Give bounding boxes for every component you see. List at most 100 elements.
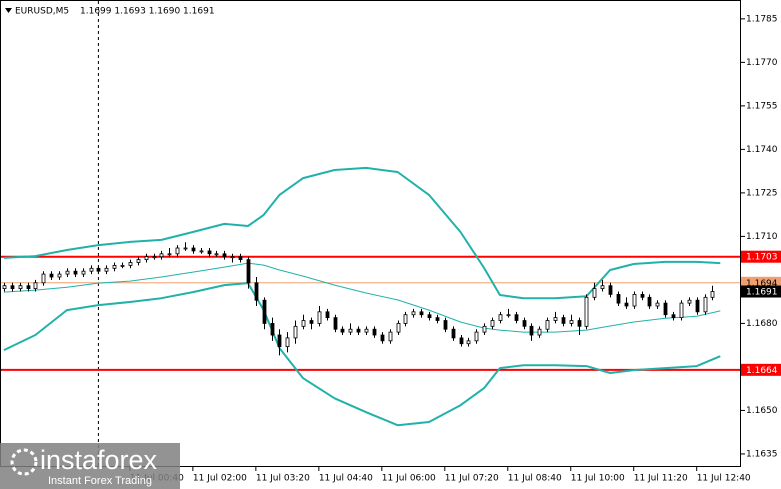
candle-body	[57, 273, 62, 278]
candle-body	[333, 317, 338, 330]
candle-body	[270, 323, 275, 336]
price-box	[741, 285, 781, 298]
y-tick-label: 1.1740	[746, 145, 778, 155]
candle-body	[482, 325, 487, 333]
candle-body	[81, 270, 86, 275]
candle-body	[89, 267, 94, 272]
candle-body	[356, 328, 361, 333]
y-tick-label: 1.1710	[746, 232, 778, 242]
candle-body	[411, 311, 416, 316]
candle-body	[152, 256, 157, 259]
symbol: EURUSD,M5	[15, 7, 69, 17]
x-tick-label: 11 Jul 10:00	[571, 474, 625, 484]
y-tick-label: 1.1755	[746, 101, 778, 111]
x-tick-label: 11 Jul 11:20	[634, 474, 688, 484]
candle-body	[632, 294, 637, 307]
candle-body	[144, 256, 149, 261]
candle-body	[608, 285, 613, 295]
price-box	[741, 250, 781, 263]
candle-body	[459, 337, 464, 345]
candle-body	[451, 328, 456, 339]
candle-body	[671, 314, 676, 319]
watermark-brand: instaforex	[40, 445, 158, 475]
candle-body	[710, 291, 715, 298]
candle-body	[396, 323, 401, 333]
candle-body	[529, 325, 534, 336]
candle-body	[112, 265, 117, 269]
candle-body	[600, 285, 605, 290]
candle-body	[238, 256, 243, 261]
candle-body	[262, 299, 267, 324]
candle-body	[207, 250, 212, 255]
candle-body	[325, 311, 330, 319]
candle-body	[474, 331, 479, 342]
candle-body	[663, 302, 668, 316]
candle-body	[222, 253, 227, 258]
candle-body	[33, 282, 38, 290]
candle-body	[506, 314, 511, 317]
candle-body	[703, 296, 708, 313]
price-label: 1.1691	[746, 288, 778, 298]
band-middle	[3, 262, 721, 333]
candle-body	[443, 320, 448, 330]
candle-body	[246, 259, 251, 284]
candle-body	[592, 288, 597, 298]
candle-body	[569, 320, 574, 324]
candle-body	[10, 285, 15, 290]
axes: 1.1785 1.1770 1.1755 1.1740 1.1725 1.1710 1.16…	[129, 14, 781, 484]
candle-body	[199, 250, 204, 253]
candle-body	[159, 253, 164, 258]
candle-body	[293, 325, 298, 339]
candle-body	[65, 270, 70, 275]
candle-body	[136, 259, 141, 263]
candle-body	[183, 247, 188, 250]
candle-body	[561, 317, 566, 324]
x-tick-label: 11 Jul 12:40	[697, 474, 751, 484]
candle-body	[191, 247, 196, 252]
candle-body	[545, 320, 550, 330]
watermark-tagline: Instant Forex Trading	[48, 475, 152, 487]
candle-body	[435, 317, 440, 321]
candle-body	[380, 334, 385, 342]
candle-body	[522, 320, 527, 327]
candle-body	[230, 256, 235, 259]
candle-body	[498, 314, 503, 321]
y-tick-label: 1.1785	[746, 14, 778, 24]
price-label: 1.1694	[746, 279, 778, 289]
candle-body	[214, 253, 219, 256]
x-tick-label: 11 Jul 02:00	[193, 474, 247, 484]
watermark-icon	[10, 448, 38, 476]
candle-body	[427, 314, 432, 319]
x-tick-label: 11 Jul 07:20	[445, 474, 499, 484]
candle-body	[624, 302, 629, 307]
candle-body	[277, 334, 282, 348]
plot-area	[1, 1, 740, 467]
candle-body	[104, 267, 109, 272]
candle-body	[128, 262, 133, 266]
candle-body	[317, 311, 322, 324]
candle-body	[695, 299, 700, 313]
candle-body	[285, 337, 290, 348]
candle-body	[584, 296, 589, 327]
candle-body	[372, 328, 377, 336]
candle-body	[640, 294, 645, 298]
candle-body	[73, 270, 78, 275]
candle-body	[309, 320, 314, 324]
watermark: instaforex Instant Forex Trading	[0, 443, 180, 489]
x-tick-label: 11 Jul 06:00	[382, 474, 436, 484]
candle-body	[537, 328, 542, 336]
candle-body	[18, 285, 23, 290]
candle-body	[419, 311, 424, 316]
candle-body	[49, 273, 54, 278]
x-tick-label: 11 Jul 04:40	[319, 474, 373, 484]
candle-body	[2, 285, 7, 290]
y-tick-label: 1.1635	[746, 449, 778, 459]
candle-body	[364, 328, 369, 333]
price-box	[741, 363, 781, 376]
candle-body	[26, 285, 31, 290]
y-tick-label: 1.1650	[746, 406, 778, 416]
candle-body	[175, 247, 180, 255]
x-tick-label: 11 Jul 08:40	[508, 474, 562, 484]
